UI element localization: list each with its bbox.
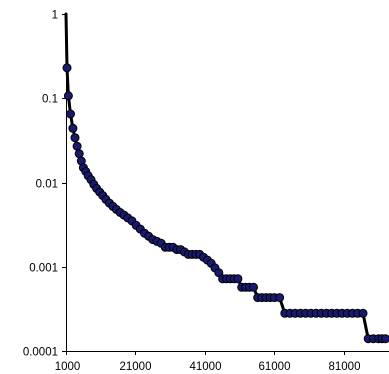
data-point xyxy=(70,133,80,143)
data-point xyxy=(66,109,75,119)
data-point xyxy=(358,308,368,318)
data-point xyxy=(68,123,78,133)
data-point xyxy=(381,334,389,344)
x-tick-label: 61000 xyxy=(259,361,291,373)
data-point xyxy=(63,91,73,101)
data-point xyxy=(249,282,258,292)
x-tick-label: 21000 xyxy=(120,361,152,373)
data-series xyxy=(62,12,389,344)
x-tick-label: 41000 xyxy=(190,361,222,373)
data-point xyxy=(74,149,84,159)
data-point xyxy=(233,274,243,284)
y-axis-ticks: 1 0.1 0.01 0.001 0.0001 xyxy=(23,10,66,359)
x-tick-label: 81000 xyxy=(329,361,361,373)
y-tick-label: 0.001 xyxy=(29,263,58,275)
y-tick-label: 0.1 xyxy=(42,94,58,106)
data-point xyxy=(62,63,72,73)
y-tick-label: 1 xyxy=(52,10,58,22)
x-tick-label: 1000 xyxy=(55,361,81,373)
y-tick-label: 0.0001 xyxy=(23,347,58,359)
series-line xyxy=(64,12,387,341)
x-axis-ticks: 1000 21000 41000 61000 81000 xyxy=(55,351,361,373)
data-point xyxy=(275,293,285,303)
y-tick-label: 0.01 xyxy=(36,179,58,191)
data-point xyxy=(72,141,82,151)
